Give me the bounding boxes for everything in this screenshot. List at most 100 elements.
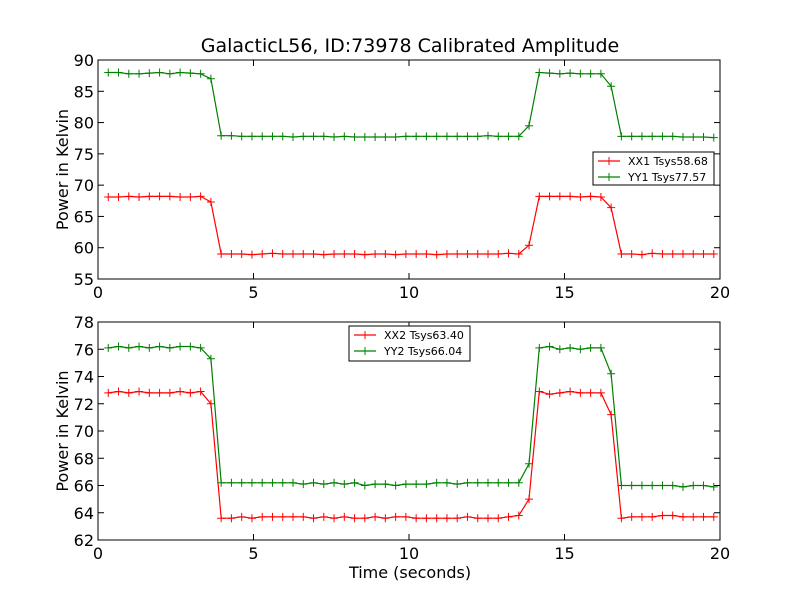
data-point (196, 387, 205, 396)
data-point (350, 514, 359, 523)
data-point (186, 193, 195, 202)
data-point (473, 132, 482, 141)
y-axis-label: Power in Kelvin (53, 370, 72, 491)
data-point (114, 342, 123, 351)
data-point (637, 250, 646, 259)
y-tick-label: 68 (74, 449, 94, 468)
data-point (391, 481, 400, 490)
data-point (504, 512, 513, 521)
data-point (186, 69, 195, 78)
data-point (309, 249, 318, 258)
data-point (648, 132, 657, 141)
data-point (483, 131, 492, 140)
data-point (371, 512, 380, 521)
series-line (108, 71, 714, 139)
series-line (108, 345, 714, 488)
data-point (360, 514, 369, 523)
data-point (145, 69, 154, 78)
data-point (442, 249, 451, 258)
data-point (607, 410, 616, 419)
data-point (483, 478, 492, 487)
data-point (258, 512, 267, 521)
data-point (432, 514, 441, 523)
data-point (124, 343, 133, 352)
data-point (247, 478, 256, 487)
data-point (350, 249, 359, 258)
data-point (278, 249, 287, 258)
x-tick-label: 5 (248, 283, 258, 302)
data-point (689, 249, 698, 258)
data-point (668, 249, 677, 258)
x-tick-label: 0 (93, 283, 103, 302)
data-point (381, 480, 390, 489)
data-point (617, 514, 626, 523)
legend-label: XX2 Tsys63.40 (384, 329, 464, 342)
data-point (155, 68, 164, 77)
legend: XX1 Tsys58.68 YY1 Tsys77.57 (592, 151, 715, 186)
data-point (309, 132, 318, 141)
data-point (463, 132, 472, 141)
data-point (483, 249, 492, 258)
data-point (196, 192, 205, 201)
data-point (340, 512, 349, 521)
y-tick-label: 85 (74, 82, 94, 101)
data-point (186, 342, 195, 351)
data-point (576, 388, 585, 397)
y-tick-label: 64 (74, 504, 94, 523)
data-point (217, 478, 226, 487)
data-point (104, 68, 113, 77)
data-point (576, 193, 585, 202)
data-point (247, 132, 256, 141)
data-point (453, 514, 462, 523)
legend-box (592, 151, 715, 186)
x-axis-label: Time (seconds) (348, 563, 471, 582)
data-point (545, 390, 554, 399)
x-tick-label: 5 (248, 544, 258, 563)
data-point (648, 512, 657, 521)
data-point (196, 69, 205, 78)
data-point (668, 481, 677, 490)
legend-label: YY2 Tsys66.04 (383, 345, 462, 358)
data-point (176, 387, 185, 396)
y-tick-label: 65 (74, 207, 94, 226)
data-point (237, 249, 246, 258)
data-point (288, 478, 297, 487)
data-point (227, 249, 236, 258)
data-point (206, 74, 215, 83)
y-tick-label: 76 (74, 340, 94, 359)
data-point (648, 481, 657, 490)
data-point (124, 388, 133, 397)
data-point (258, 478, 267, 487)
data-point (165, 343, 174, 352)
data-point (637, 512, 646, 521)
legend-marker (605, 173, 613, 181)
data-point (114, 193, 123, 202)
data-point (247, 514, 256, 523)
data-point (699, 249, 708, 258)
data-point (360, 250, 369, 259)
data-point (617, 481, 626, 490)
data-point (678, 249, 687, 258)
data-point (288, 512, 297, 521)
data-point (678, 512, 687, 521)
data-point (627, 481, 636, 490)
series-1-1 (104, 192, 718, 259)
data-point (453, 249, 462, 258)
data-point (658, 249, 667, 258)
data-point (299, 480, 308, 489)
data-point (371, 132, 380, 141)
y-tick-label: 74 (74, 368, 94, 387)
data-point (268, 478, 277, 487)
data-point (442, 514, 451, 523)
data-point (340, 249, 349, 258)
y-tick-label: 90 (74, 51, 94, 70)
data-point (525, 241, 534, 250)
y-tick-label: 75 (74, 145, 94, 164)
x-tick-label: 10 (399, 283, 419, 302)
data-point (145, 343, 154, 352)
data-point (525, 459, 534, 468)
data-point (689, 512, 698, 521)
data-point (104, 388, 113, 397)
data-point (709, 512, 718, 521)
data-point (504, 249, 513, 258)
